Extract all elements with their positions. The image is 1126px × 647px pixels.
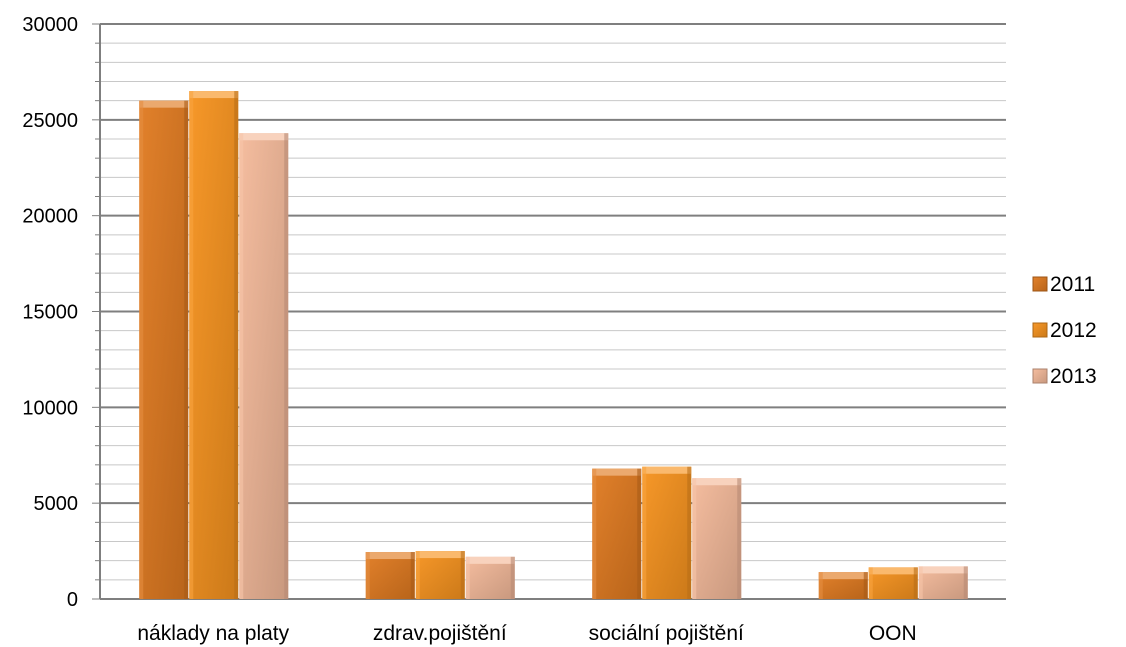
bar (189, 91, 239, 599)
bar-bevel-top (239, 133, 289, 141)
bar (365, 552, 415, 599)
category-label: sociální pojištění (589, 622, 744, 645)
bar-bevel-right (510, 556, 515, 599)
bar (139, 100, 189, 600)
bar-bevel-left (818, 572, 823, 599)
bar-bevel-left (868, 567, 873, 599)
bar (415, 551, 465, 599)
bar-bevel-right (913, 567, 918, 599)
legend-label: 2013 (1050, 365, 1097, 388)
bar (642, 466, 692, 599)
bar-bevel-top (918, 566, 968, 574)
bar-bevel-right (410, 552, 415, 599)
y-tick-label: 10000 (22, 397, 78, 419)
bar-bevel-right (234, 91, 239, 599)
y-axis-ticks: 0 5000 10000 15000 20000 25000 30000 (22, 14, 78, 611)
y-tick-label: 0 (67, 589, 78, 611)
bar-body (189, 91, 239, 599)
bar-bevel-top (465, 556, 515, 564)
category-label: zdrav.pojištění (373, 622, 507, 645)
legend-item: 2012 (1032, 319, 1097, 342)
bar-bevel-top (415, 551, 465, 559)
bar-bevel-top (189, 91, 239, 99)
bar (239, 133, 289, 599)
category-label: náklady na platy (137, 622, 289, 645)
bar-bevel-left (692, 478, 697, 599)
y-tick-label: 20000 (22, 206, 78, 228)
bar-body (239, 133, 289, 599)
bar-bevel-top (818, 572, 868, 580)
y-tick-label: 15000 (22, 302, 78, 324)
bar-bevel-left (592, 468, 597, 599)
bar-body (592, 468, 642, 599)
legend-swatch (1032, 322, 1048, 338)
bar (818, 572, 868, 599)
bars (139, 91, 968, 600)
legend-item: 2013 (1032, 365, 1097, 388)
bar-body (642, 466, 692, 599)
bar-bevel-right (637, 468, 642, 599)
legend-item: 2011 (1032, 273, 1095, 296)
y-tick-label: 5000 (34, 493, 79, 515)
bar (592, 468, 642, 599)
bar-bevel-right (460, 551, 465, 599)
category-label: OON (869, 622, 917, 645)
y-tick-label: 25000 (22, 110, 78, 132)
bar (692, 478, 742, 599)
bar-bevel-left (239, 133, 244, 599)
y-tick-label: 30000 (22, 14, 78, 36)
bar-bevel-top (642, 466, 692, 474)
bar (465, 556, 515, 599)
bar-body (365, 552, 415, 599)
bar-bevel-left (189, 91, 194, 599)
legend-swatch (1032, 276, 1048, 292)
bar-bevel-left (415, 551, 420, 599)
bar-bevel-top (692, 478, 742, 486)
bar-bevel-top (868, 567, 918, 575)
legend: 2011 2012 2013 (1032, 273, 1097, 388)
legend-swatch (1032, 368, 1048, 384)
bar (918, 566, 968, 599)
bar-body (139, 100, 189, 600)
bar-bevel-right (284, 133, 289, 599)
bar-bevel-left (365, 552, 370, 599)
legend-label: 2011 (1050, 273, 1095, 296)
bar-body (465, 556, 515, 599)
bar-bevel-left (465, 556, 470, 599)
bar-bevel-right (184, 100, 189, 600)
bar-bevel-right (863, 572, 868, 599)
bar-bevel-left (139, 100, 144, 600)
bar-bevel-right (737, 478, 742, 599)
bar-bevel-right (687, 466, 692, 599)
bar-bevel-top (365, 552, 415, 560)
bar-bevel-right (963, 566, 968, 599)
bar-bevel-top (592, 468, 642, 476)
bar-bevel-top (139, 100, 189, 108)
bar-body (692, 478, 742, 599)
bar (868, 567, 918, 599)
bar-bevel-left (642, 466, 647, 599)
x-axis-categories: náklady na platy zdrav.pojištění sociální … (137, 622, 916, 645)
legend-label: 2012 (1050, 319, 1097, 342)
bar-body (415, 551, 465, 599)
bar-bevel-left (918, 566, 923, 599)
